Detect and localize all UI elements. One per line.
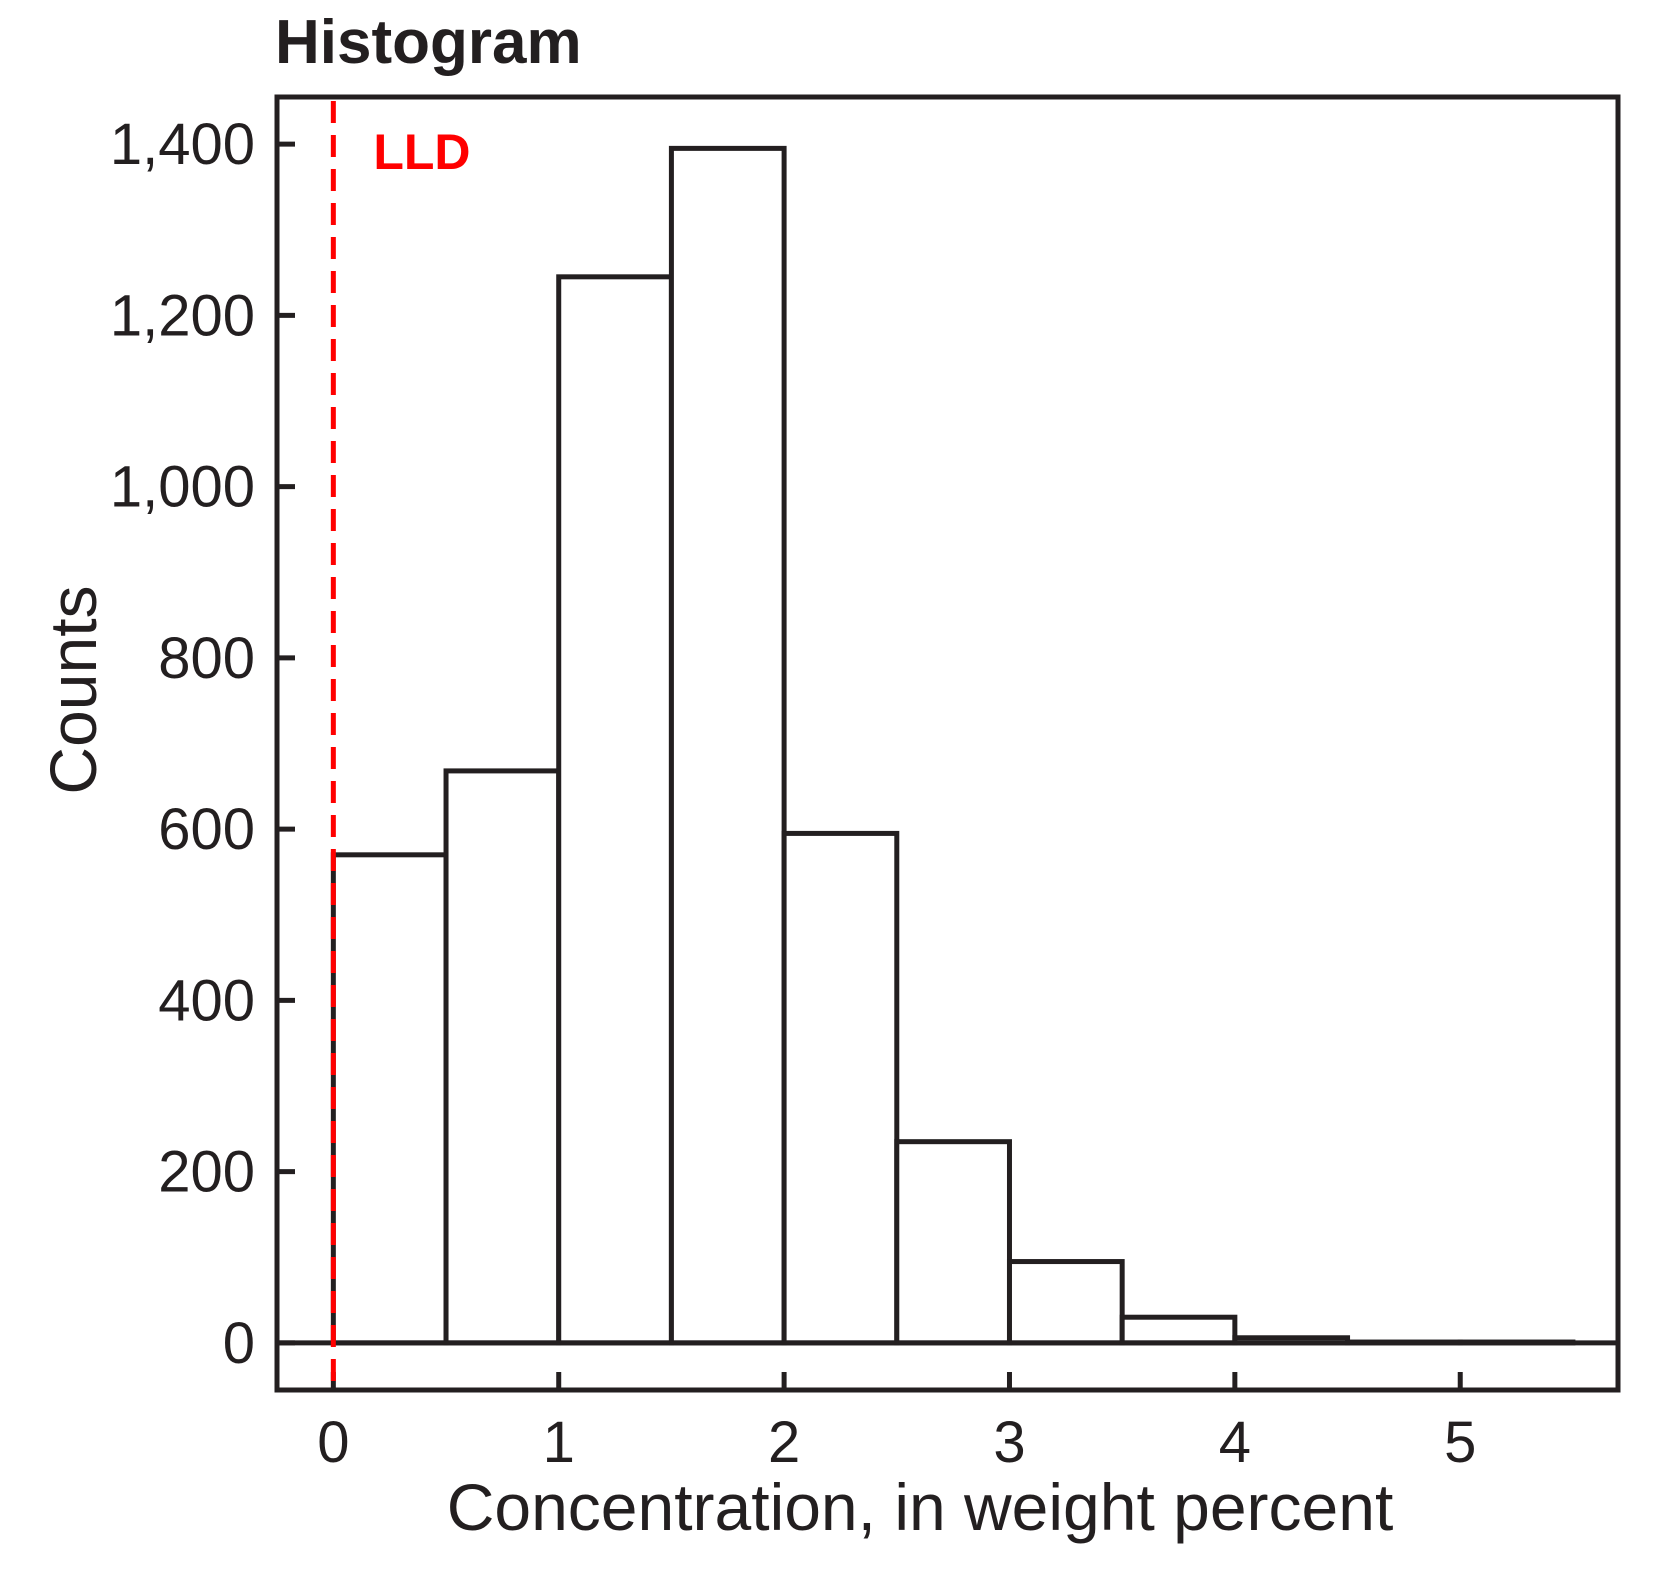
y-tick-label: 600 [158, 797, 255, 862]
histogram-bar [781, 830, 900, 1346]
histogram-bar [894, 1139, 1012, 1346]
histogram-bar [330, 852, 449, 1346]
plot-frame [274, 94, 1621, 1393]
histogram-bar [668, 145, 787, 1346]
y-tick-label: 800 [158, 626, 255, 691]
x-tick-label: 4 [1219, 1410, 1251, 1475]
chart-title: Histogram [275, 8, 582, 77]
x-axis-title: Concentration, in weight percent [447, 1470, 1394, 1544]
plot-area: 0 200 400 600 800 1,000 1,200 1,400 0 1 2 3 4 5 LLD [110, 94, 1621, 1475]
y-tick-label: 0 [223, 1311, 255, 1376]
x-tick-label: 1 [543, 1410, 575, 1475]
histogram-bar [556, 274, 674, 1346]
y-tick-label: 1,400 [110, 112, 255, 177]
y-tick-label: 400 [158, 968, 255, 1033]
histogram-bar [1006, 1259, 1125, 1346]
x-tick-label: 0 [317, 1410, 349, 1475]
y-axis-title: Counts [36, 585, 110, 794]
x-tick-label: 3 [993, 1410, 1025, 1475]
y-tick-label: 200 [158, 1140, 255, 1205]
y-tick-label: 1,200 [110, 283, 255, 348]
y-tick-label: 1,000 [110, 455, 255, 520]
histogram-bar [443, 768, 562, 1346]
x-tick-label: 5 [1444, 1410, 1476, 1475]
x-tick-label: 2 [768, 1410, 800, 1475]
histogram-bar [1119, 1314, 1238, 1346]
lld-label: LLD [373, 124, 470, 180]
